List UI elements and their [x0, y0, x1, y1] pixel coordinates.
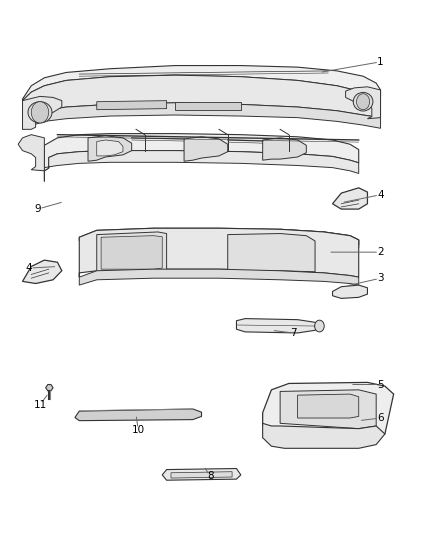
Polygon shape	[171, 472, 232, 478]
Polygon shape	[22, 260, 62, 284]
Text: 5: 5	[377, 379, 384, 390]
Circle shape	[31, 102, 49, 123]
Text: 3: 3	[377, 273, 384, 283]
Polygon shape	[22, 66, 381, 101]
Text: 9: 9	[35, 204, 41, 214]
Polygon shape	[75, 409, 201, 421]
Polygon shape	[332, 188, 367, 209]
Polygon shape	[79, 228, 359, 245]
Polygon shape	[22, 96, 62, 130]
Circle shape	[357, 94, 370, 110]
Polygon shape	[97, 232, 166, 272]
Polygon shape	[263, 382, 394, 438]
Polygon shape	[46, 384, 53, 391]
Polygon shape	[18, 135, 44, 171]
Polygon shape	[184, 137, 228, 161]
Text: 2: 2	[377, 247, 384, 257]
Polygon shape	[280, 390, 376, 429]
Text: 1: 1	[377, 57, 384, 67]
Polygon shape	[162, 469, 241, 480]
Polygon shape	[346, 87, 381, 119]
Text: 11: 11	[33, 400, 46, 410]
Polygon shape	[263, 423, 385, 448]
Text: 6: 6	[377, 413, 384, 423]
Ellipse shape	[314, 320, 324, 332]
Text: 7: 7	[290, 328, 297, 338]
Text: 10: 10	[132, 425, 145, 435]
Text: 4: 4	[377, 190, 384, 200]
Polygon shape	[22, 103, 381, 130]
Polygon shape	[175, 102, 241, 110]
Polygon shape	[79, 269, 359, 285]
Polygon shape	[97, 140, 123, 156]
Polygon shape	[237, 319, 319, 333]
Ellipse shape	[28, 102, 52, 123]
Polygon shape	[22, 75, 381, 119]
Polygon shape	[101, 236, 162, 269]
Polygon shape	[97, 101, 166, 110]
Polygon shape	[332, 285, 367, 298]
Text: 4: 4	[26, 263, 32, 273]
Text: 8: 8	[207, 472, 214, 481]
Ellipse shape	[353, 92, 373, 111]
Polygon shape	[79, 228, 359, 277]
Polygon shape	[44, 134, 359, 171]
Polygon shape	[297, 394, 359, 418]
Polygon shape	[228, 233, 315, 272]
Polygon shape	[88, 136, 132, 161]
Polygon shape	[263, 229, 359, 248]
Polygon shape	[44, 151, 359, 181]
Polygon shape	[263, 138, 306, 160]
